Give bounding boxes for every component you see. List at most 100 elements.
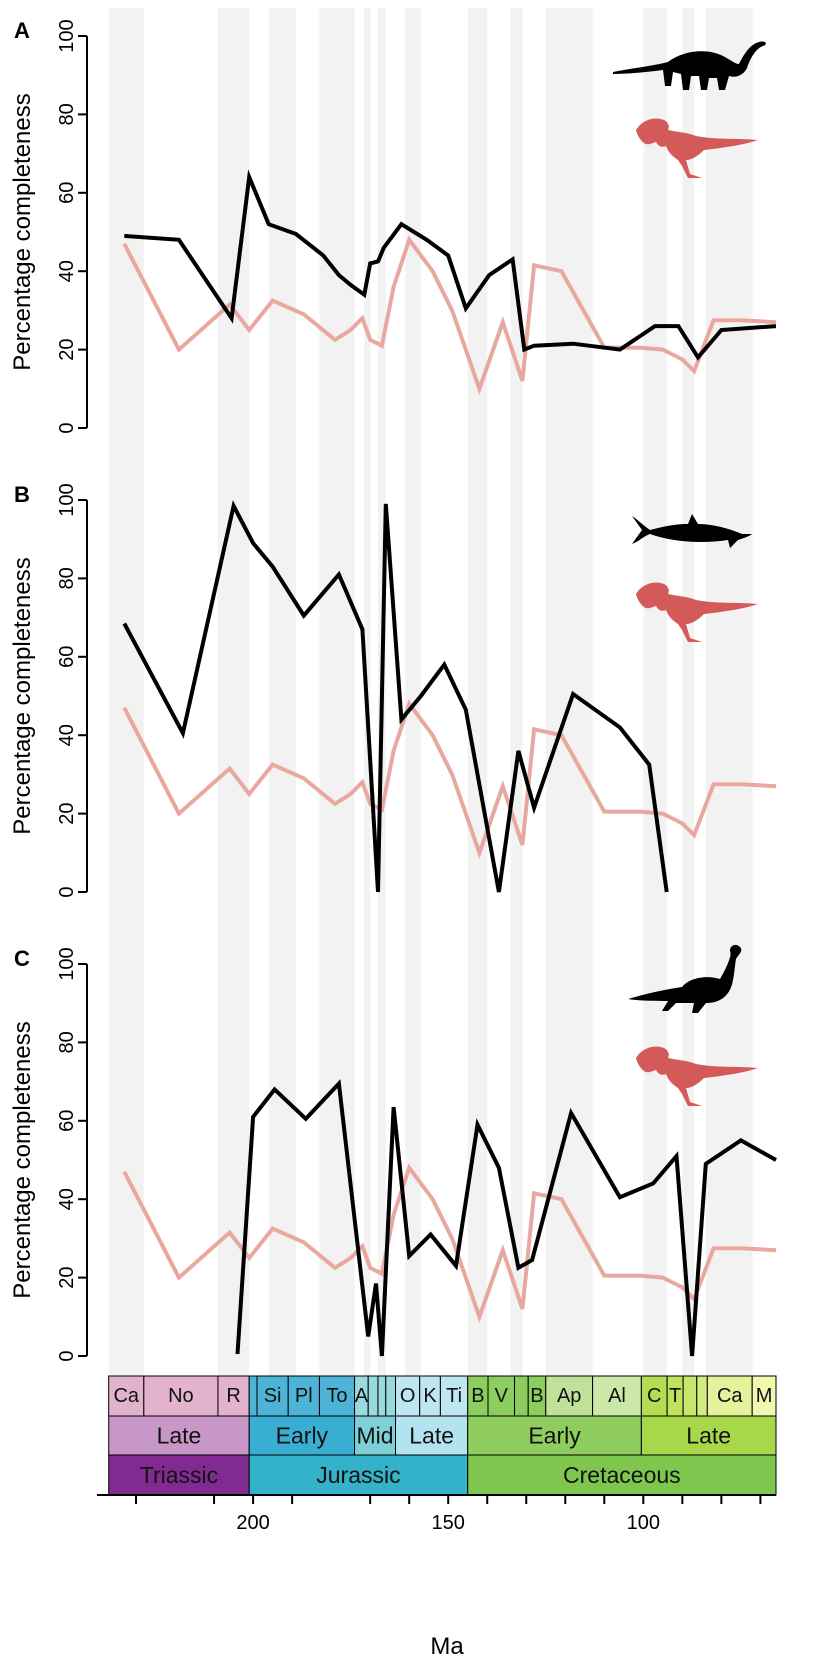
background-band [467, 8, 488, 1376]
series-line [124, 169, 777, 361]
y-tick-label: 60 [56, 1110, 78, 1132]
background-band [217, 8, 250, 1376]
y-tick-label: 0 [56, 1350, 78, 1361]
period-label: Jurassic [316, 1462, 400, 1488]
stage-box [367, 1375, 379, 1417]
panel-label: A [14, 18, 30, 43]
epoch-label: Early [528, 1423, 581, 1449]
epoch-label: Mid [357, 1423, 394, 1449]
epoch-box [248, 1415, 356, 1456]
period-label: Cretaceous [563, 1462, 681, 1488]
background-band [268, 8, 297, 1376]
geologic-timescale: Ca No R Si Pl To A O K Ti B V B Ap Al C T Ca M Late Early Mid… [108, 1375, 777, 1496]
panel-label: C [14, 946, 30, 971]
stage-label: K [423, 1385, 437, 1407]
theropod-silhouette-icon [636, 582, 758, 642]
epoch-label: Late [686, 1423, 731, 1449]
y-axis-title: Percentage completeness [9, 1021, 36, 1299]
background-band [510, 8, 523, 1376]
y-tick-label: 60 [56, 182, 78, 204]
y-tick-label: 40 [56, 1188, 78, 1210]
stage-box [385, 1375, 397, 1417]
stage-label: T [669, 1385, 681, 1407]
stage-label: B [471, 1385, 484, 1407]
series-line [235, 1079, 777, 1357]
chart-panel-c: 0 20 40 60 80 100 Percentage completeness C [9, 944, 777, 1362]
y-tick-label: 0 [56, 422, 78, 433]
stage-box [256, 1375, 289, 1417]
stage-label: No [168, 1385, 194, 1407]
epoch-box [640, 1415, 777, 1456]
series-line [122, 235, 777, 395]
y-axis-title: Percentage completeness [9, 93, 36, 371]
y-tick-label: 20 [56, 1266, 78, 1288]
epoch-label: Early [276, 1423, 329, 1449]
x-axis: Ma 200 150 100 [97, 1494, 776, 1660]
stage-box [682, 1375, 698, 1417]
epoch-label: Late [409, 1423, 454, 1449]
panel-label: B [14, 482, 30, 507]
theropod-silhouette-icon [636, 1046, 758, 1106]
period-label: Triassic [140, 1462, 218, 1488]
stage-label: Pl [295, 1385, 313, 1407]
stage-label: A [355, 1385, 369, 1407]
stage-label: V [495, 1385, 509, 1407]
epoch-label: Late [157, 1423, 202, 1449]
stage-label: Al [608, 1385, 626, 1407]
y-tick-label: 80 [56, 567, 78, 589]
stage-box [248, 1375, 258, 1417]
stage-box [377, 1375, 387, 1417]
stage-box [487, 1375, 516, 1417]
background-band [319, 8, 355, 1376]
stage-box [108, 1375, 145, 1417]
background-band [108, 8, 144, 1376]
stage-box [514, 1375, 529, 1417]
chart-panel-b: 0 20 40 60 80 100 Percentage completeness B [9, 482, 777, 898]
y-tick-label: 80 [56, 1031, 78, 1053]
stage-label: R [226, 1385, 240, 1407]
stage-box [696, 1375, 708, 1417]
y-tick-label: 80 [56, 103, 78, 125]
series-line [122, 699, 777, 859]
stage-label: Ap [557, 1385, 581, 1407]
stage-box [640, 1375, 668, 1417]
y-tick-label: 40 [56, 260, 78, 282]
x-tick-label: 150 [432, 1512, 465, 1534]
background-band [682, 8, 695, 1376]
background-band [405, 8, 421, 1376]
stage-label: B [530, 1385, 543, 1407]
stage-label: O [400, 1385, 416, 1407]
x-tick-label: 200 [236, 1512, 269, 1534]
y-tick-label: 0 [56, 886, 78, 897]
stage-label: Ca [717, 1385, 743, 1407]
sauropod-silhouette-icon [613, 41, 766, 90]
stage-label: M [756, 1385, 773, 1407]
stage-label: To [326, 1385, 347, 1407]
y-tick-label: 40 [56, 724, 78, 746]
y-tick-label: 100 [56, 483, 78, 516]
stage-label: C [647, 1385, 661, 1407]
y-tick-label: 20 [56, 802, 78, 824]
series-line [122, 1163, 777, 1323]
x-tick-label: 100 [627, 1512, 660, 1534]
epoch-box [108, 1415, 250, 1456]
series-line [122, 500, 669, 893]
y-tick-label: 60 [56, 646, 78, 668]
background-band [705, 8, 753, 1376]
stage-box [143, 1375, 219, 1417]
y-tick-label: 20 [56, 338, 78, 360]
background-band [545, 8, 593, 1376]
chart-panel-a: 0 20 40 60 80 100 Percentage completeness A [9, 18, 777, 434]
background-bands [108, 8, 753, 1376]
plesiosaur-silhouette-icon [628, 944, 742, 1013]
stage-label: Si [264, 1385, 282, 1407]
y-tick-label: 100 [56, 19, 78, 52]
theropod-silhouette-icon [636, 118, 758, 178]
chart-panels: 0 20 40 60 80 100 Percentage completeness A 0 20 4… [9, 18, 777, 1362]
stage-label: Ca [113, 1385, 139, 1407]
stage-label: Ti [446, 1385, 462, 1407]
stage-box [287, 1375, 320, 1417]
y-tick-label: 100 [56, 947, 78, 980]
ichthyosaur-silhouette-icon [632, 514, 752, 548]
